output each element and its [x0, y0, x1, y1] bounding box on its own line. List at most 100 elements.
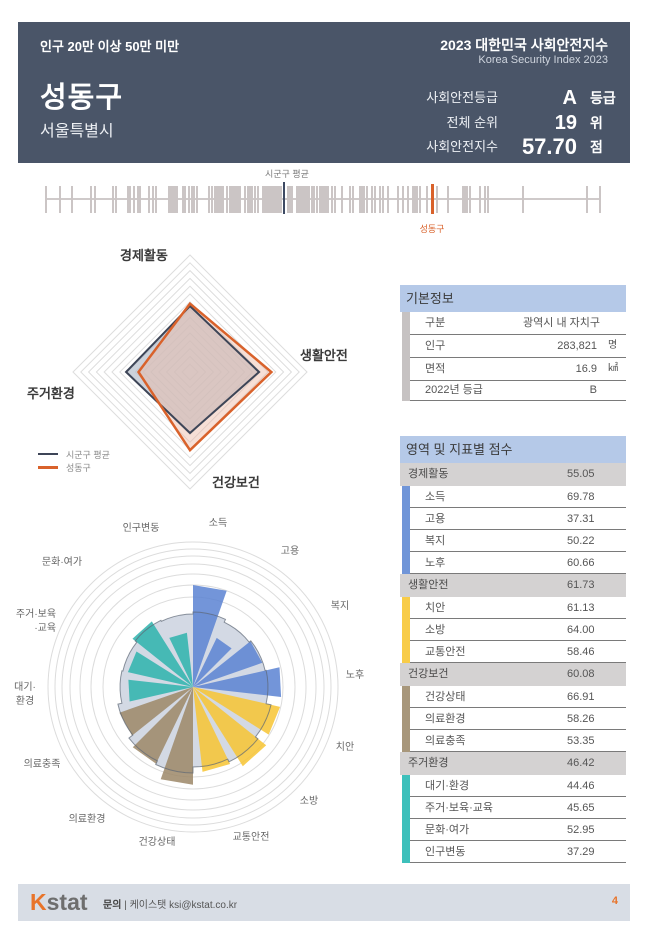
distribution-tick	[139, 186, 141, 213]
polar-bar	[193, 667, 282, 697]
row-stripe	[402, 819, 410, 841]
contact-email-text: | 케이스탯 ksi@kstat.co.kr	[124, 900, 238, 911]
info-value: 광역시 내 자치구	[523, 317, 600, 329]
row-stripe	[402, 775, 410, 797]
distribution-tick	[479, 186, 481, 213]
distribution-tick	[436, 186, 438, 213]
polar-bar-chart	[47, 541, 339, 833]
radar-district-outline	[136, 301, 274, 453]
distribution-tick	[278, 186, 280, 213]
info-label: 인구	[425, 340, 446, 352]
grade-label: 사회안전등급	[426, 90, 498, 105]
distribution-tick	[172, 186, 174, 213]
info-label: 면적	[425, 363, 446, 375]
indicator-score: 58.46	[567, 646, 595, 658]
row-stripe	[402, 312, 410, 335]
distribution-tick	[214, 186, 216, 213]
header-banner: 인구 20만 이상 50만 미만 2023 대한민국 사회안전지수 Korea …	[18, 22, 630, 163]
radar-grid-ring	[95, 277, 285, 467]
district-name: 성동구	[40, 82, 124, 114]
table-row: 문화·여가 52.95	[400, 819, 626, 841]
legend-district: 성동구	[38, 461, 91, 473]
distribution-tick	[298, 186, 300, 213]
distribution-tick	[176, 186, 178, 213]
distribution-strip: 시군구 평균 성동구	[0, 165, 647, 235]
indicator-label: 복지	[425, 535, 446, 547]
indicator-label: 문화·여가	[425, 824, 470, 836]
polar-label-medical-access: 의료충족	[23, 759, 61, 770]
info-label: 2022년 등급	[425, 384, 483, 396]
index-unit: 점	[590, 139, 603, 155]
rank-value: 19	[554, 112, 577, 134]
polar-label-health-status: 건강상태	[138, 837, 176, 848]
distribution-tick	[379, 186, 381, 213]
distribution-tick	[325, 186, 327, 213]
contact-label: 문의	[103, 900, 122, 911]
group-row-health: 건강보건 60.08	[400, 663, 626, 686]
logo-k: K	[30, 889, 47, 915]
distribution-tick	[59, 186, 61, 213]
distribution-tick	[586, 186, 588, 213]
grade-unit: 등급	[590, 90, 616, 106]
indicator-score: 58.26	[567, 713, 595, 725]
row-stripe	[402, 730, 410, 752]
radar-grid-ring	[103, 285, 277, 459]
indicator-label: 치안	[425, 602, 446, 614]
polar-bar	[160, 687, 193, 785]
distribution-tick	[254, 186, 256, 213]
distribution-tick	[316, 186, 318, 213]
index-label: 사회안전지수	[426, 139, 498, 154]
distribution-tick	[522, 186, 524, 213]
row-stripe	[402, 508, 410, 530]
distribution-tick	[262, 186, 264, 213]
distribution-tick	[599, 186, 601, 213]
row-stripe	[402, 530, 410, 552]
distribution-tick	[237, 186, 239, 213]
distribution-tick	[264, 186, 266, 213]
table-row: 건강상태 66.91	[400, 686, 626, 708]
polar-grid-ring	[69, 563, 317, 811]
distribution-tick	[193, 186, 195, 213]
distribution-tick	[280, 186, 282, 213]
indicator-label: 건강상태	[425, 691, 466, 703]
population-category: 인구 20만 이상 50만 미만	[40, 39, 180, 54]
indicator-score: 37.31	[567, 513, 595, 525]
distribution-tick	[487, 186, 489, 213]
distribution-tick	[291, 186, 293, 213]
radar-district-area	[138, 303, 272, 451]
distribution-tick	[168, 186, 170, 213]
polar-grid-ring	[54, 548, 332, 826]
distribution-tick	[296, 186, 298, 213]
polar-bar	[193, 687, 231, 772]
distribution-tick	[270, 186, 272, 213]
distribution-tick	[397, 186, 399, 213]
distribution-tick	[45, 186, 47, 213]
polar-bar	[193, 637, 232, 687]
radar-axis-label-housing: 주거환경	[27, 386, 75, 401]
index-row: 사회안전지수 57.70 점	[18, 134, 630, 160]
distribution-tick	[191, 186, 193, 213]
polar-bar	[119, 687, 193, 736]
page-number: 4	[611, 895, 618, 907]
indicator-score: 53.35	[567, 735, 595, 747]
group-score: 60.08	[567, 668, 595, 680]
distribution-tick	[407, 186, 409, 213]
indicator-label: 고용	[425, 513, 446, 525]
distribution-tick	[414, 186, 416, 213]
grade-row: 사회안전등급 A 등급	[18, 85, 630, 111]
distribution-tick	[218, 186, 220, 213]
distribution-tick	[382, 186, 384, 213]
polar-bar	[193, 687, 281, 735]
row-stripe	[402, 841, 410, 863]
distribution-tick	[235, 186, 237, 213]
row-stripe	[402, 686, 410, 708]
row-stripe	[402, 358, 410, 381]
table-row: 노후 60.66	[400, 552, 626, 574]
table-row: 고용 37.31	[400, 508, 626, 530]
group-row-economy: 경제활동 55.05	[400, 463, 626, 486]
group-row-safety: 생활안전 61.73	[400, 574, 626, 597]
distribution-tick	[327, 186, 329, 213]
distribution-tick	[208, 186, 210, 213]
table-row: 복지 50.22	[400, 530, 626, 552]
polar-bar	[193, 687, 267, 767]
